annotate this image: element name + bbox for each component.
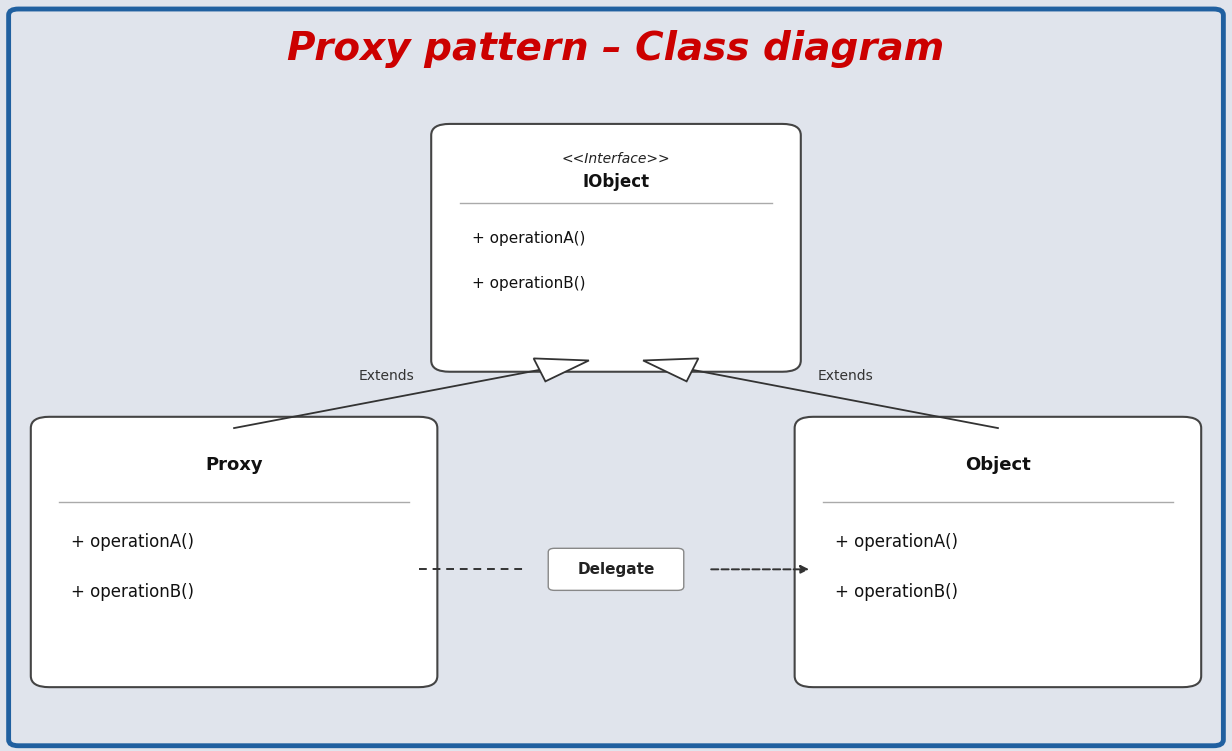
Polygon shape xyxy=(533,358,589,382)
Polygon shape xyxy=(643,358,699,382)
FancyBboxPatch shape xyxy=(9,9,1223,746)
Text: Delegate: Delegate xyxy=(578,562,654,577)
Text: <<Interface>>: <<Interface>> xyxy=(562,152,670,166)
Text: + operationB(): + operationB() xyxy=(71,583,195,601)
Text: IObject: IObject xyxy=(583,173,649,192)
Text: + operationB(): + operationB() xyxy=(835,583,958,601)
Text: Object: Object xyxy=(965,457,1031,474)
FancyBboxPatch shape xyxy=(31,417,437,687)
Text: Proxy: Proxy xyxy=(206,457,262,474)
Text: Extends: Extends xyxy=(817,369,873,382)
Text: + operationB(): + operationB() xyxy=(472,276,585,291)
FancyBboxPatch shape xyxy=(795,417,1201,687)
Text: + operationA(): + operationA() xyxy=(835,533,958,551)
Text: Extends: Extends xyxy=(359,369,415,382)
Text: Proxy pattern – Class diagram: Proxy pattern – Class diagram xyxy=(287,30,945,68)
FancyBboxPatch shape xyxy=(548,548,684,590)
FancyBboxPatch shape xyxy=(431,124,801,372)
Text: + operationA(): + operationA() xyxy=(71,533,195,551)
Text: + operationA(): + operationA() xyxy=(472,231,585,246)
